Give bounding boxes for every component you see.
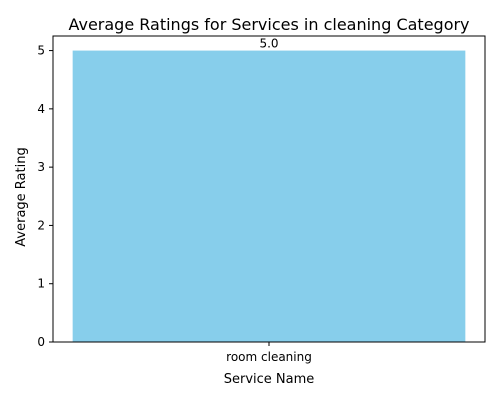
chart-title: Average Ratings for Services in cleaning… bbox=[68, 15, 469, 34]
y-tick-label: 5 bbox=[37, 44, 45, 58]
bar bbox=[72, 50, 466, 342]
y-tick-label: 4 bbox=[37, 102, 45, 116]
axes-frame bbox=[52, 35, 486, 343]
x-axis-label: Service Name bbox=[224, 372, 315, 387]
bar-data-label: 5.0 bbox=[259, 37, 278, 51]
y-tick-label: 0 bbox=[37, 335, 45, 349]
y-tick-label: 1 bbox=[37, 277, 45, 291]
y-tick-label: 2 bbox=[37, 218, 45, 232]
plot-area: 5.0 room cleaning 0 1 2 3 4 5 bbox=[37, 35, 486, 364]
y-axis-label: Average Rating bbox=[14, 147, 29, 246]
y-tick-label: 3 bbox=[37, 160, 45, 174]
x-tick-label: room cleaning bbox=[226, 350, 312, 364]
